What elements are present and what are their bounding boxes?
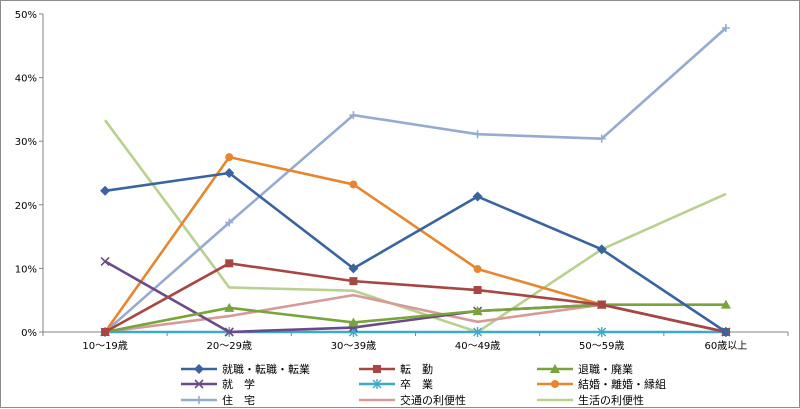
legend-marker-1	[373, 365, 381, 373]
data-point-6-1	[225, 218, 234, 227]
y-tick-label: 50%	[15, 10, 37, 21]
legend-label-7: 交通の利便性	[400, 393, 466, 407]
x-tick-label: 40～49歳	[455, 340, 500, 352]
legend-marker-4	[372, 379, 382, 389]
data-point-0-0	[100, 185, 111, 196]
legend-label-0: 就職・転職・転業	[222, 362, 310, 376]
legend-label-3: 就 学	[222, 377, 255, 391]
data-point-2-5	[720, 299, 731, 309]
data-point-1-0	[101, 328, 110, 336]
legend-label-1: 転 勤	[400, 363, 433, 376]
x-tick-label: 60歳以上	[705, 340, 748, 352]
data-point-2-1	[224, 302, 235, 312]
data-point-1-4	[597, 300, 606, 309]
y-tick-label: 10%	[15, 264, 37, 275]
series-line-1	[104, 262, 727, 334]
data-point-0-3	[472, 191, 483, 202]
legend-marker-6	[195, 396, 203, 404]
series-line-8	[104, 119, 727, 334]
data-point-6-4	[597, 134, 606, 143]
data-point-0-5	[720, 327, 731, 337]
legend-label-8: 生活の利便性	[578, 393, 644, 407]
legend-marker-3	[194, 379, 204, 389]
data-point-0-1	[224, 168, 235, 178]
data-point-2-3	[472, 306, 483, 316]
legend-label-5: 結婚・離婚・縁組	[578, 377, 666, 391]
y-tick-label: 20%	[15, 201, 37, 212]
data-point-5-2	[349, 180, 358, 189]
data-point-1-2	[349, 277, 358, 286]
series-line-2	[104, 303, 726, 334]
legend-label-6: 住 宅	[222, 393, 255, 407]
data-point-0-2	[348, 263, 359, 274]
data-point-4-4	[597, 327, 607, 337]
data-point-1-3	[473, 286, 482, 295]
data-point-2-2	[348, 317, 359, 327]
x-tick-label: 20～29歳	[207, 340, 252, 352]
legend-marker-0	[194, 364, 204, 374]
data-point-3-1	[224, 327, 234, 337]
x-tick-label: 10～19歳	[82, 340, 127, 352]
data-point-0-4	[596, 244, 607, 255]
data-point-3-0	[100, 256, 110, 266]
x-tick-label: 30～39歳	[331, 340, 376, 352]
legend-label-2: 退職・廃業	[578, 362, 633, 376]
data-point-5-1	[225, 153, 234, 162]
data-point-4-3	[473, 327, 483, 337]
data-point-5-3	[473, 265, 482, 274]
data-point-1-1	[225, 259, 234, 268]
data-point-6-3	[473, 130, 482, 139]
y-tick-label: 40%	[15, 74, 37, 85]
x-tick-label: 50～59歳	[579, 340, 624, 352]
y-tick-label: 30%	[15, 137, 37, 148]
data-point-6-2	[349, 111, 358, 120]
series-line-6	[104, 27, 727, 333]
legend-label-4: 卒 業	[400, 377, 433, 391]
data-point-6-5	[721, 23, 730, 32]
series-line-0	[104, 171, 727, 334]
legend-marker-2	[550, 364, 560, 373]
y-tick-label: 0%	[21, 328, 37, 339]
legend-marker-5	[551, 380, 559, 388]
series-line-3	[104, 260, 727, 334]
